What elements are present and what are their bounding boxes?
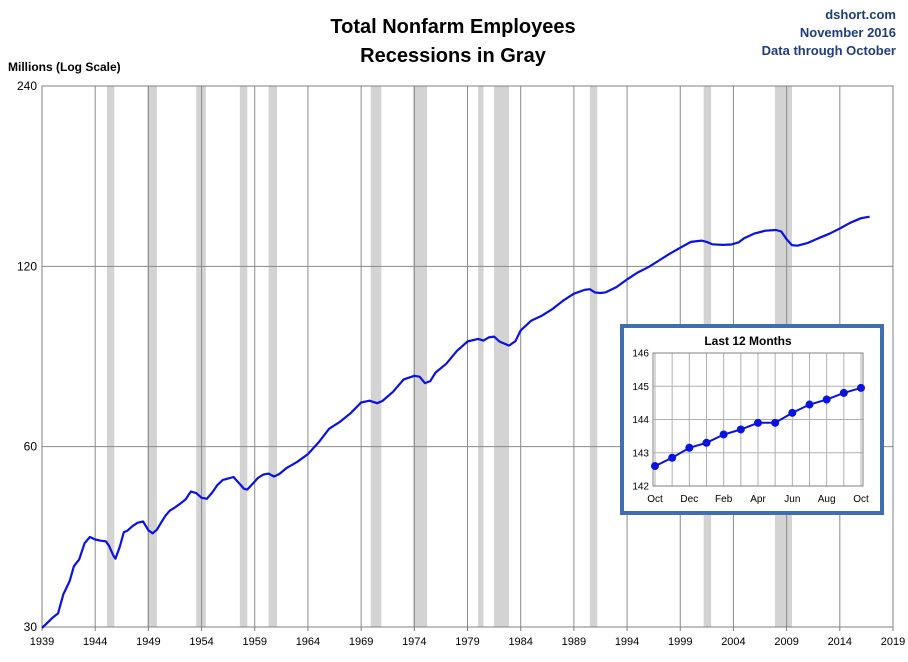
x-tick-label: 1954 xyxy=(189,636,213,648)
recession-band xyxy=(478,86,484,627)
x-tick-label: 2014 xyxy=(828,636,852,648)
inset-data-point xyxy=(736,425,745,434)
x-tick-label: 1979 xyxy=(455,636,479,648)
x-tick-label: 1939 xyxy=(30,636,54,648)
recession-band xyxy=(494,86,509,627)
x-axis-ticks: 1939 1944 1949 1954 1959 1964 1969 1974 1979 1984… xyxy=(30,627,905,648)
inset-data-point xyxy=(788,408,797,417)
inset-data-point xyxy=(685,443,694,452)
inset-last-12-months: Last 12 Months 146 145 144 143 142 Oct Dec Feb… xyxy=(620,324,884,515)
recession-band xyxy=(239,86,248,627)
inset-x-tick-label: Feb xyxy=(715,494,733,505)
inset-data-point xyxy=(771,418,780,427)
chart-title: Total Nonfarm Employees xyxy=(330,16,575,38)
inset-x-tick-label: Jun xyxy=(784,494,800,505)
inset-title: Last 12 Months xyxy=(704,334,792,348)
inset-x-tick-label: Aug xyxy=(818,494,836,505)
inset-x-tick-label: Oct xyxy=(647,494,663,505)
inset-x-tick-label: Oct xyxy=(853,494,869,505)
inset-y-axis-ticks: 146 145 144 143 142 xyxy=(632,349,649,493)
y-axis-ticks: 240 120 60 30 xyxy=(17,79,37,634)
inset-data-point xyxy=(805,400,814,409)
x-tick-label: 1949 xyxy=(136,636,160,648)
recession-band xyxy=(589,86,598,627)
inset-y-tick-label: 146 xyxy=(632,349,649,360)
y-axis-label: Millions (Log Scale) xyxy=(8,60,121,74)
inset-data-point xyxy=(754,418,762,427)
y-tick-label: 240 xyxy=(17,79,37,93)
x-tick-label: 1969 xyxy=(349,636,373,648)
y-tick-label: 60 xyxy=(24,440,38,454)
x-tick-label: 1994 xyxy=(615,636,639,648)
recession-band xyxy=(370,86,382,627)
recession-band xyxy=(147,86,157,627)
recession-band xyxy=(268,86,278,627)
inset-data-point xyxy=(651,462,659,471)
x-tick-label: 1964 xyxy=(296,636,320,648)
inset-x-tick-label: Dec xyxy=(680,494,698,505)
date-label: November 2016 xyxy=(800,25,896,40)
x-tick-label: 2004 xyxy=(721,636,745,648)
inset-y-tick-label: 142 xyxy=(632,482,649,493)
inset-y-tick-label: 145 xyxy=(632,382,649,393)
inset-data-point xyxy=(702,438,711,447)
x-tick-label: 1974 xyxy=(402,636,426,648)
inset-data-point xyxy=(857,383,865,392)
coverage-label: Data through October xyxy=(762,43,896,58)
inset-x-tick-label: Apr xyxy=(750,494,766,505)
source-label: dshort.com xyxy=(825,7,896,22)
recession-band xyxy=(413,86,428,627)
y-tick-label: 120 xyxy=(17,259,37,273)
x-tick-label: 1999 xyxy=(668,636,692,648)
inset-data-point xyxy=(839,388,848,397)
x-tick-label: 2009 xyxy=(774,636,798,648)
y-tick-label: 30 xyxy=(24,620,38,634)
recession-band xyxy=(106,86,115,627)
inset-y-tick-label: 143 xyxy=(632,448,649,459)
inset-x-axis-ticks: Oct Dec Feb Apr Jun Aug Oct xyxy=(647,494,869,505)
x-tick-label: 1944 xyxy=(83,636,107,648)
inset-data-points xyxy=(651,383,865,471)
recession-band xyxy=(196,86,206,627)
series-line-total-nonfarm xyxy=(41,215,870,629)
inset-plot-area xyxy=(652,352,864,487)
inset-data-point xyxy=(822,395,831,404)
x-tick-label: 1959 xyxy=(243,636,267,648)
x-tick-label: 2019 xyxy=(881,636,905,648)
inset-data-point xyxy=(719,430,728,439)
inset-y-tick-label: 144 xyxy=(632,415,649,426)
chart-subtitle: Recessions in Gray xyxy=(360,45,547,67)
inset-data-point xyxy=(668,453,677,462)
x-tick-label: 1989 xyxy=(562,636,586,648)
x-tick-label: 1984 xyxy=(508,636,532,648)
